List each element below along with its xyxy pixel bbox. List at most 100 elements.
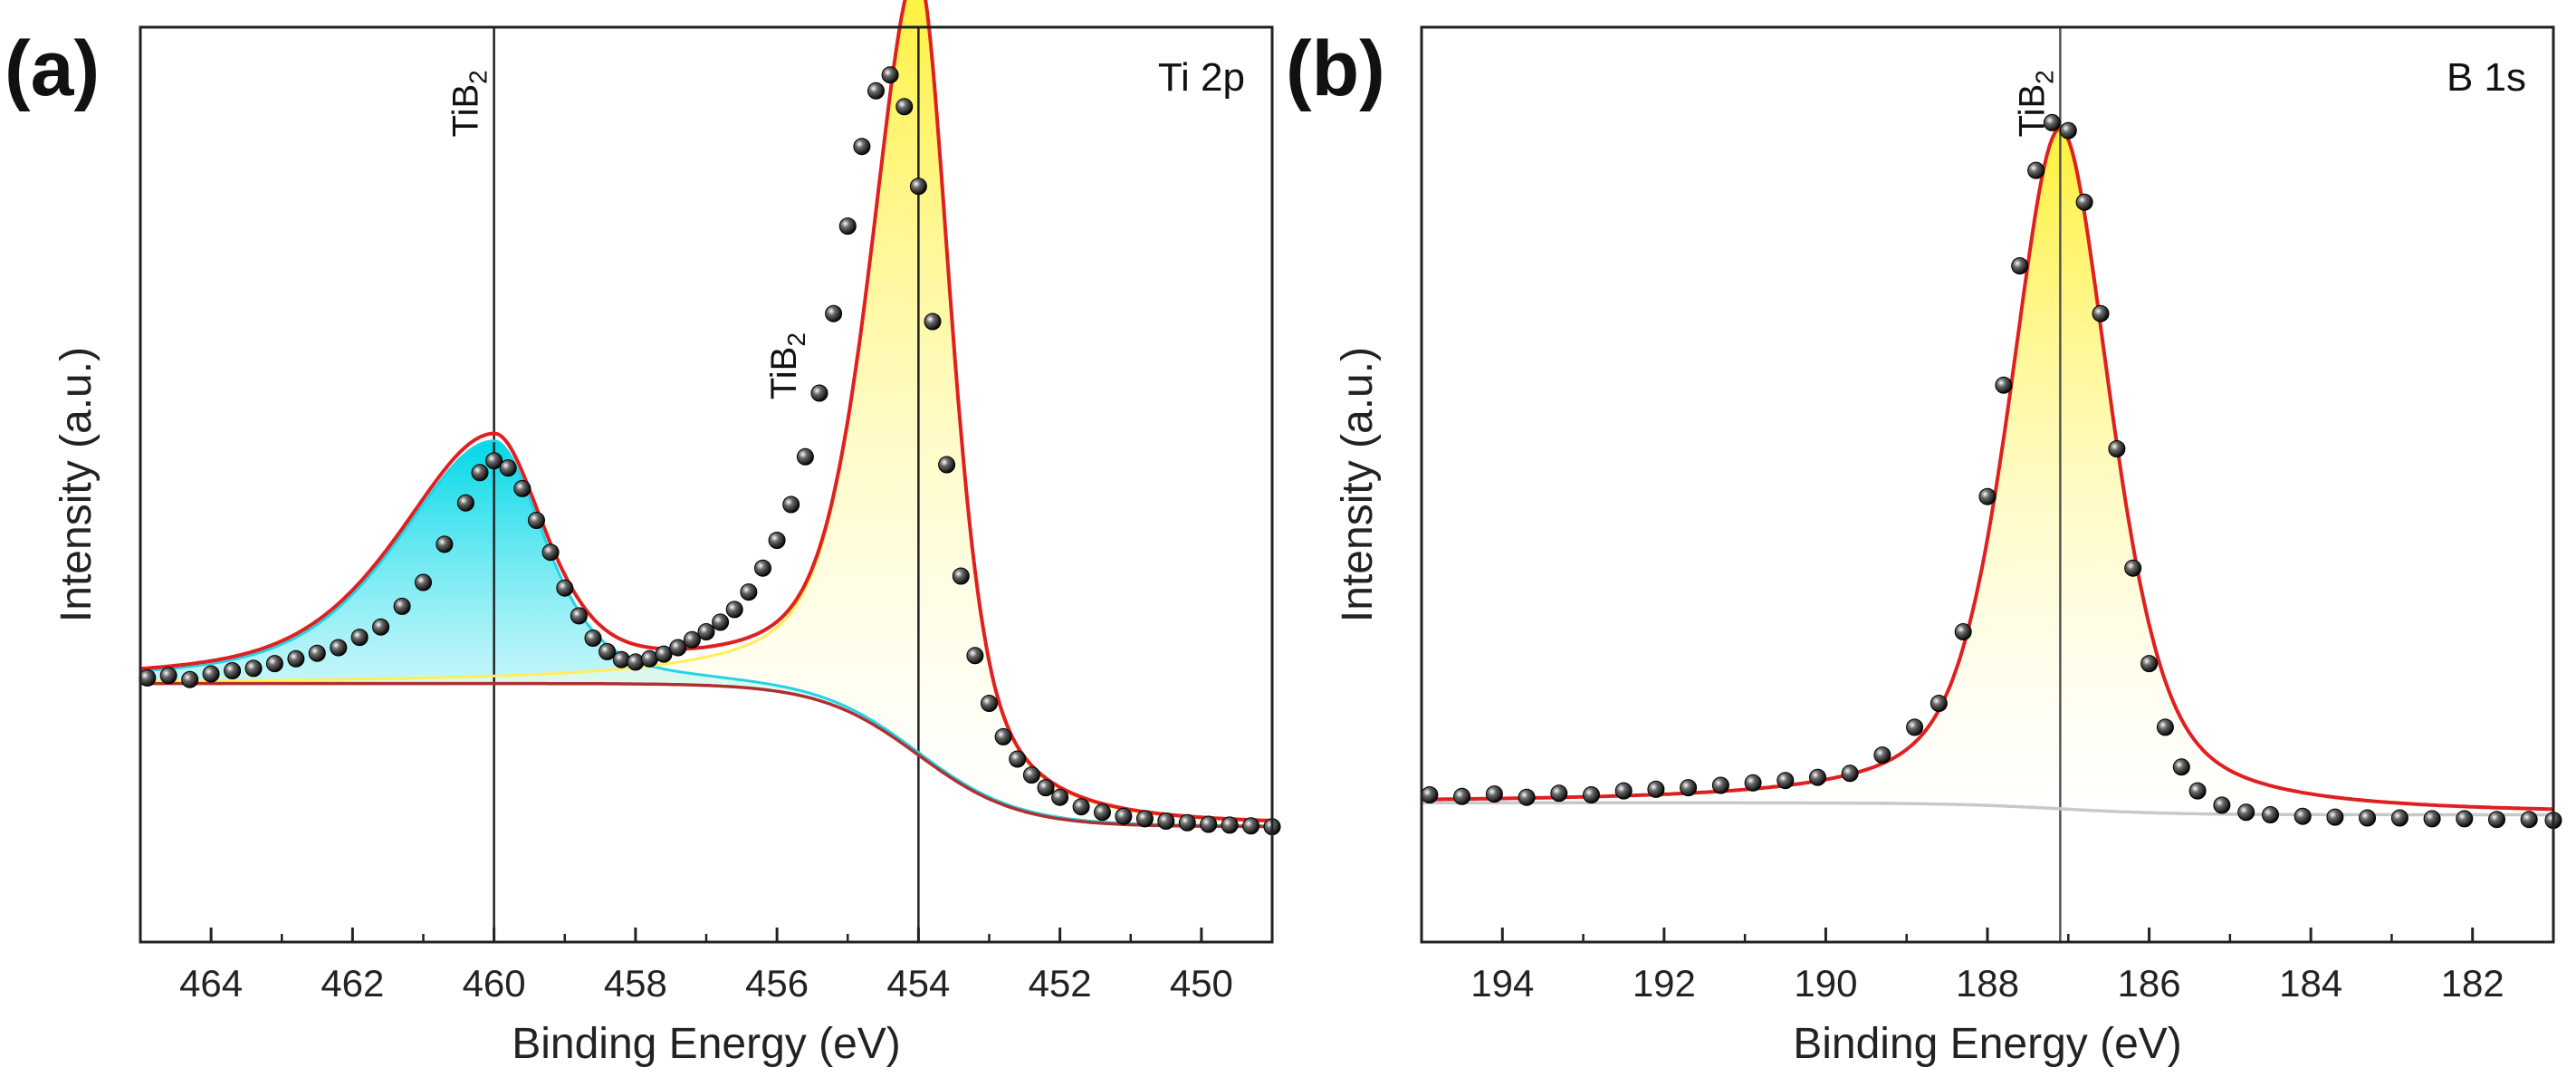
data-point [2172, 758, 2190, 776]
data-point [1930, 695, 1948, 712]
x-tick-label: 190 [1794, 962, 1857, 1005]
data-point [725, 601, 743, 619]
x-tick-label: 458 [604, 962, 667, 1005]
region-label: Ti 2p [1158, 55, 1245, 100]
x-tick-label: 462 [321, 962, 384, 1005]
data-point [2213, 796, 2231, 814]
x-tick-label: 188 [1956, 962, 2019, 1005]
data-point [393, 597, 411, 615]
data-point [2027, 161, 2045, 179]
data-point [952, 567, 970, 585]
data-point [2423, 810, 2441, 828]
data-point [853, 138, 871, 156]
data-point [1178, 813, 1196, 832]
y-axis-title: Intensity (a.u.) [53, 347, 101, 622]
data-point [570, 607, 588, 625]
data-point [1242, 817, 1260, 835]
data-point [1051, 788, 1069, 806]
panel-letter: (b) [1286, 25, 1385, 112]
component-fill-1 [1422, 129, 2553, 815]
region-label: B 1s [2447, 55, 2526, 100]
data-point [1157, 813, 1175, 830]
data-point [456, 494, 474, 512]
data-point [2059, 121, 2077, 139]
y-axis-title: Intensity (a.u.) [1334, 347, 1382, 622]
data-point [436, 535, 454, 553]
data-point [966, 647, 984, 665]
component-line-2 [140, 0, 1273, 823]
data-point [1614, 782, 1633, 800]
fit-envelope-line [139, 0, 1273, 822]
component-fill-1 [140, 440, 1272, 827]
data-point [244, 659, 263, 678]
data-point [669, 639, 687, 657]
data-point [1518, 788, 1536, 806]
data-point [1200, 815, 1218, 833]
data-point [981, 695, 998, 712]
data-point [2326, 808, 2344, 826]
data-point [881, 66, 899, 84]
panel-b: 194 192 190 188 186 184 182 Binding Energy (eV)… [1286, 25, 2562, 1068]
data-point [938, 456, 956, 474]
x-tick-label: 460 [463, 962, 526, 1005]
data-point [2075, 193, 2093, 211]
data-point [796, 447, 814, 466]
data-point [1809, 768, 1826, 786]
data-point [556, 579, 574, 597]
data-point [810, 384, 828, 402]
data-point [1453, 787, 1471, 805]
data-point [202, 665, 220, 683]
x-tick-label: 182 [2441, 962, 2504, 1005]
data-point [1135, 810, 1154, 828]
data-point [1009, 750, 1027, 768]
data-point [655, 645, 673, 663]
data-point [2140, 655, 2159, 673]
data-point [159, 667, 177, 685]
data-point [2124, 559, 2142, 577]
data-point [2237, 803, 2255, 822]
x-tick-label: 192 [1633, 962, 1696, 1005]
data-point [2188, 782, 2207, 800]
data-point [350, 629, 369, 647]
data-point [2108, 440, 2126, 457]
data-point [1072, 798, 1090, 816]
data-point [1583, 786, 1600, 803]
data-point [599, 642, 617, 660]
data-point [287, 649, 305, 668]
x-tick-label: 454 [886, 962, 950, 1005]
data-point [2456, 810, 2474, 828]
background-line [140, 681, 1272, 829]
data-point [627, 653, 645, 671]
data-point [1115, 807, 1133, 825]
x-tick-label: 186 [2118, 962, 2181, 1005]
data-point [867, 82, 885, 100]
fit-envelope-line [1422, 126, 2553, 812]
x-tick-label: 464 [179, 962, 243, 1005]
x-axis-title: Binding Energy (eV) [1793, 1020, 2182, 1068]
data-point [372, 618, 390, 636]
data-point [1995, 376, 2013, 394]
data-point [224, 662, 242, 679]
peak-label-1: TiB2 [446, 70, 493, 137]
x-axis-title: Binding Energy (eV) [512, 1020, 901, 1068]
x-tick-label: 456 [745, 962, 809, 1005]
peak-label-2: TiB2 [764, 332, 810, 399]
x-tick-label: 452 [1029, 962, 1092, 1005]
data-point [1680, 779, 1698, 797]
data-point [499, 459, 517, 477]
data-point [485, 452, 503, 470]
data-point [909, 178, 927, 196]
data-point [1873, 746, 1891, 764]
data-point [697, 623, 715, 640]
panel-a: 464 462 460 458 456 454 452 450 Binding Energy (… [5, 0, 1281, 1068]
data-point [541, 543, 560, 562]
component-fill-2 [140, 0, 1272, 827]
data-point [265, 655, 283, 673]
data-point [181, 670, 199, 688]
data-point [2294, 807, 2312, 825]
data-point [1841, 764, 1859, 783]
data-point [2262, 806, 2279, 823]
data-point [612, 650, 630, 668]
data-point [712, 613, 730, 631]
